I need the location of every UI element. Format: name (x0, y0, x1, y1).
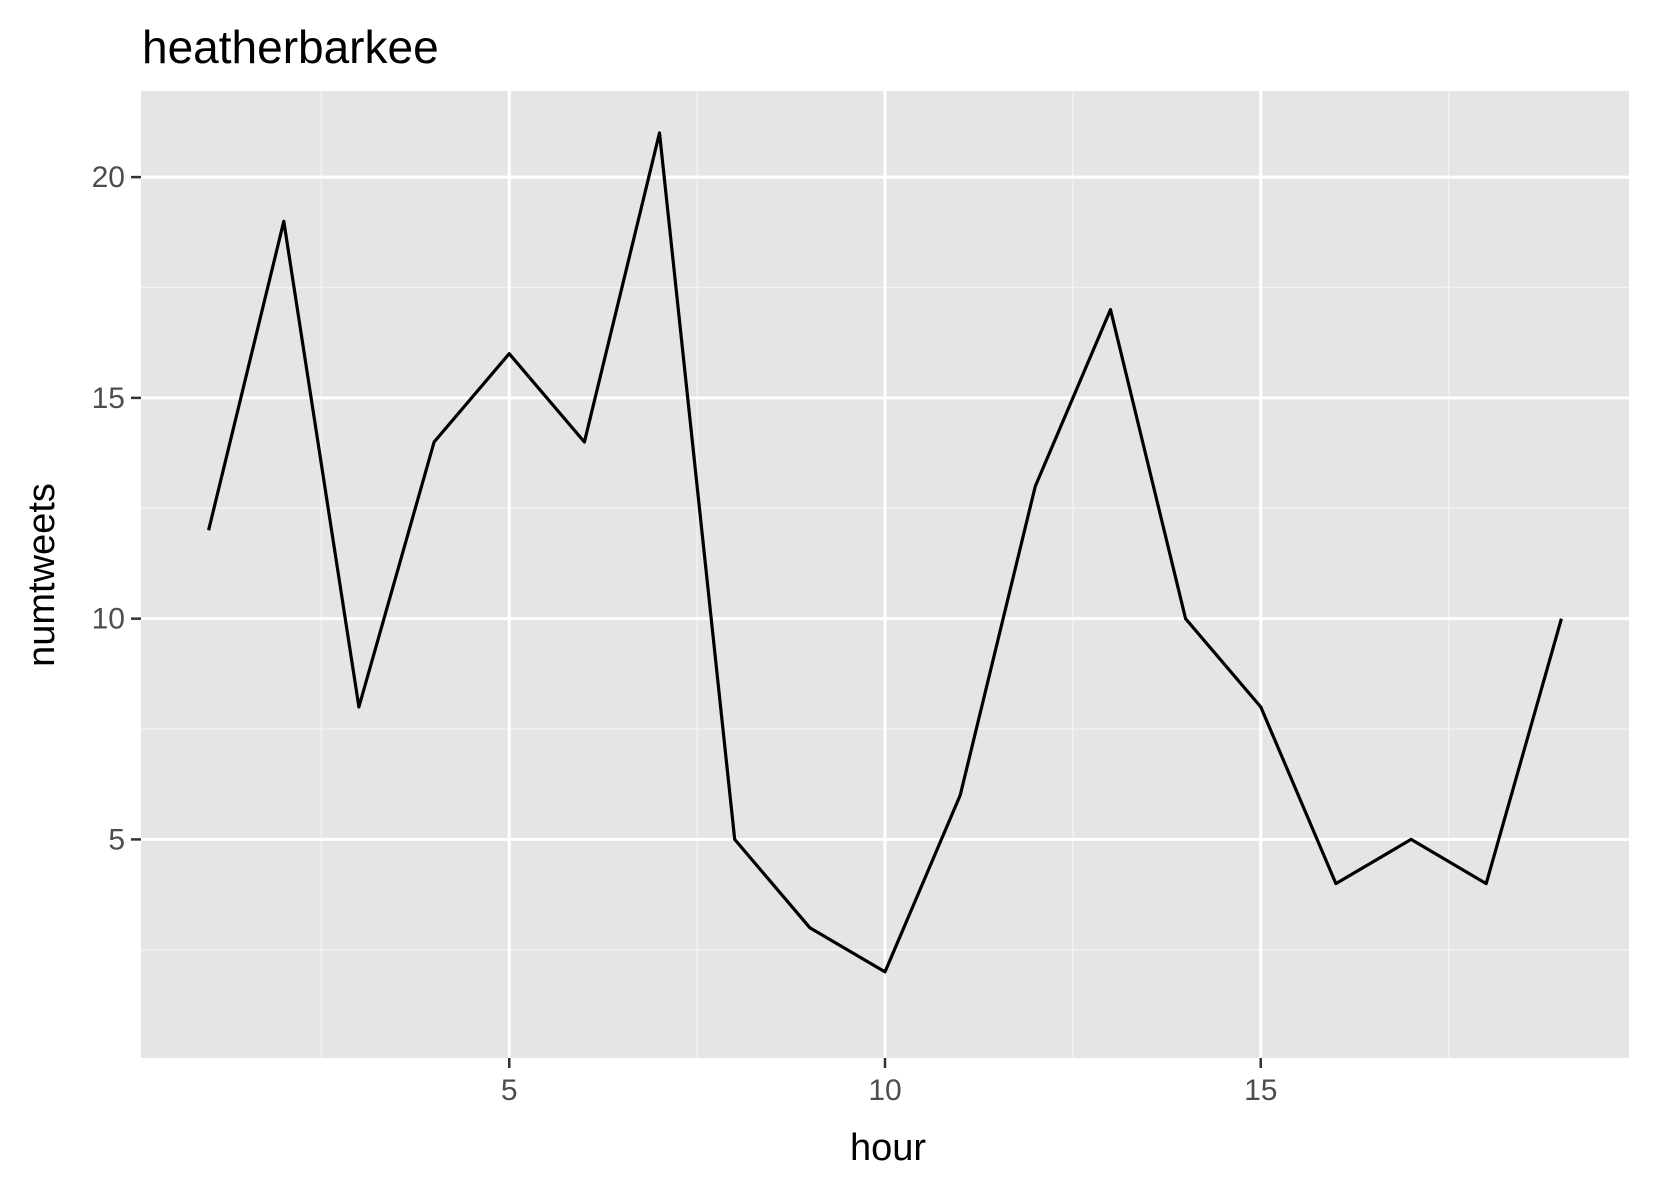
series-group (207, 131, 1563, 974)
y-axis: 5 10 15 20 (92, 161, 141, 856)
chart-title: heatherbarkee (142, 21, 439, 73)
x-tick-label: 10 (868, 1074, 901, 1107)
y-tick-label: 15 (92, 382, 125, 415)
major-gridlines (141, 91, 1629, 1058)
x-axis: 5 10 15 (501, 1058, 1277, 1107)
y-tick-label: 5 (108, 823, 125, 856)
x-axis-title: hour (850, 1127, 926, 1169)
y-tick-label: 20 (92, 161, 125, 194)
y-axis-title: numtweets (21, 483, 63, 667)
x-tick-label: 15 (1244, 1074, 1277, 1107)
y-tick-label: 10 (92, 603, 125, 636)
x-tick-label: 5 (501, 1074, 518, 1107)
